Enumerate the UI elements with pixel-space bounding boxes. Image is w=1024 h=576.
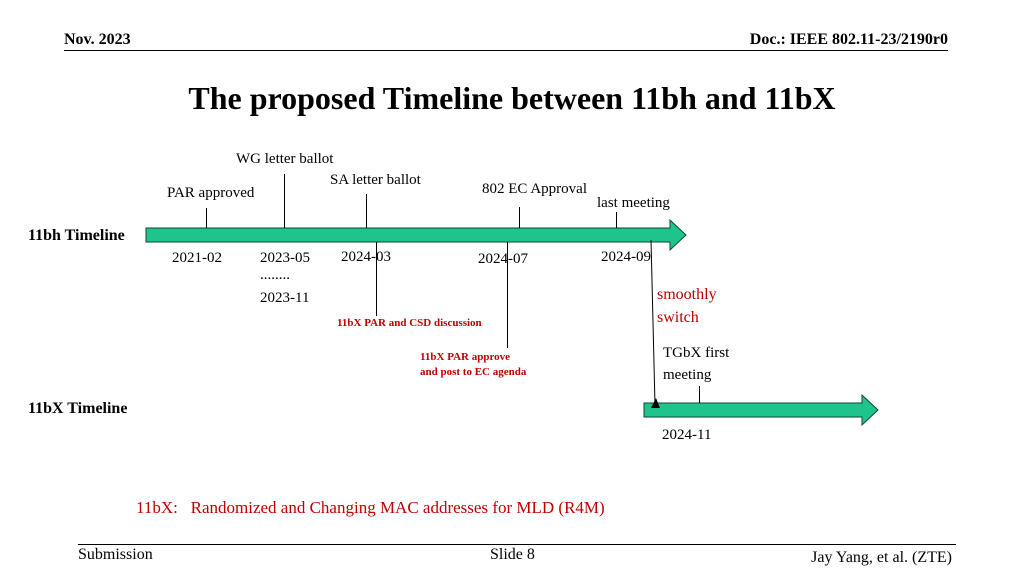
- footer-submission: Submission: [78, 546, 153, 563]
- tick-sa-letter-ballot: [366, 194, 367, 228]
- timeline-11bh-label: 11bh Timeline: [28, 227, 125, 244]
- note-par-approve-line1: 11bX PAR approve: [420, 351, 511, 363]
- footer-authors: Jay Yang, et al. (ZTE): [811, 549, 952, 566]
- date-2023-05: 2023-05: [260, 250, 310, 266]
- footer-rule: [78, 544, 956, 545]
- date-dots: ........: [260, 267, 290, 283]
- date-2021-02: 2021-02: [172, 250, 222, 266]
- subtitle-11bx: 11bX: Randomized and Changing MAC addres…: [136, 498, 605, 517]
- connector-par-csd: [376, 242, 377, 316]
- tick-wg-letter-ballot: [284, 174, 285, 228]
- milestone-ec-approval: 802 EC Approval: [482, 181, 587, 197]
- tick-tgbx-first-meeting: [699, 386, 700, 403]
- note-par-csd-discussion: 11bX PAR and CSD discussion: [337, 317, 482, 329]
- switch-arrowhead: [651, 398, 660, 408]
- connector-par-approve: [507, 242, 508, 348]
- header-date: Nov. 2023: [64, 31, 131, 48]
- date-2024-07: 2024-07: [478, 251, 528, 267]
- header-doc-id: Doc.: IEEE 802.11-23/2190r0: [749, 31, 948, 48]
- date-2024-03: 2024-03: [341, 249, 391, 265]
- arrow-11bx: [643, 393, 879, 427]
- date-2024-11: 2024-11: [662, 427, 712, 443]
- note-smoothly: smoothly: [657, 286, 717, 303]
- footer-slide-number: Slide 8: [490, 546, 535, 563]
- timeline-11bx-label: 11bX Timeline: [28, 400, 128, 417]
- header-rule: [64, 50, 948, 51]
- milestone-wg-letter-ballot: WG letter ballot: [236, 151, 334, 167]
- tick-last-meeting: [616, 212, 617, 228]
- note-switch: switch: [657, 309, 699, 326]
- milestone-last-meeting: last meeting: [597, 195, 670, 211]
- milestone-par-approved: PAR approved: [167, 185, 255, 201]
- note-par-approve-line2: and post to EC agenda: [420, 366, 527, 378]
- arrow-11bh: [145, 218, 687, 252]
- date-2024-09: 2024-09: [601, 249, 651, 265]
- slide-title: The proposed Timeline between 11bh and 1…: [188, 80, 836, 116]
- tick-ec-approval: [519, 207, 520, 228]
- switch-connector: [650, 239, 656, 406]
- milestone-sa-letter-ballot: SA letter ballot: [330, 172, 421, 188]
- note-tgbx-line2: meeting: [663, 367, 712, 383]
- tick-par-approved: [206, 208, 207, 228]
- date-2023-11: 2023-11: [260, 290, 310, 306]
- note-tgbx-line1: TGbX first: [663, 345, 730, 361]
